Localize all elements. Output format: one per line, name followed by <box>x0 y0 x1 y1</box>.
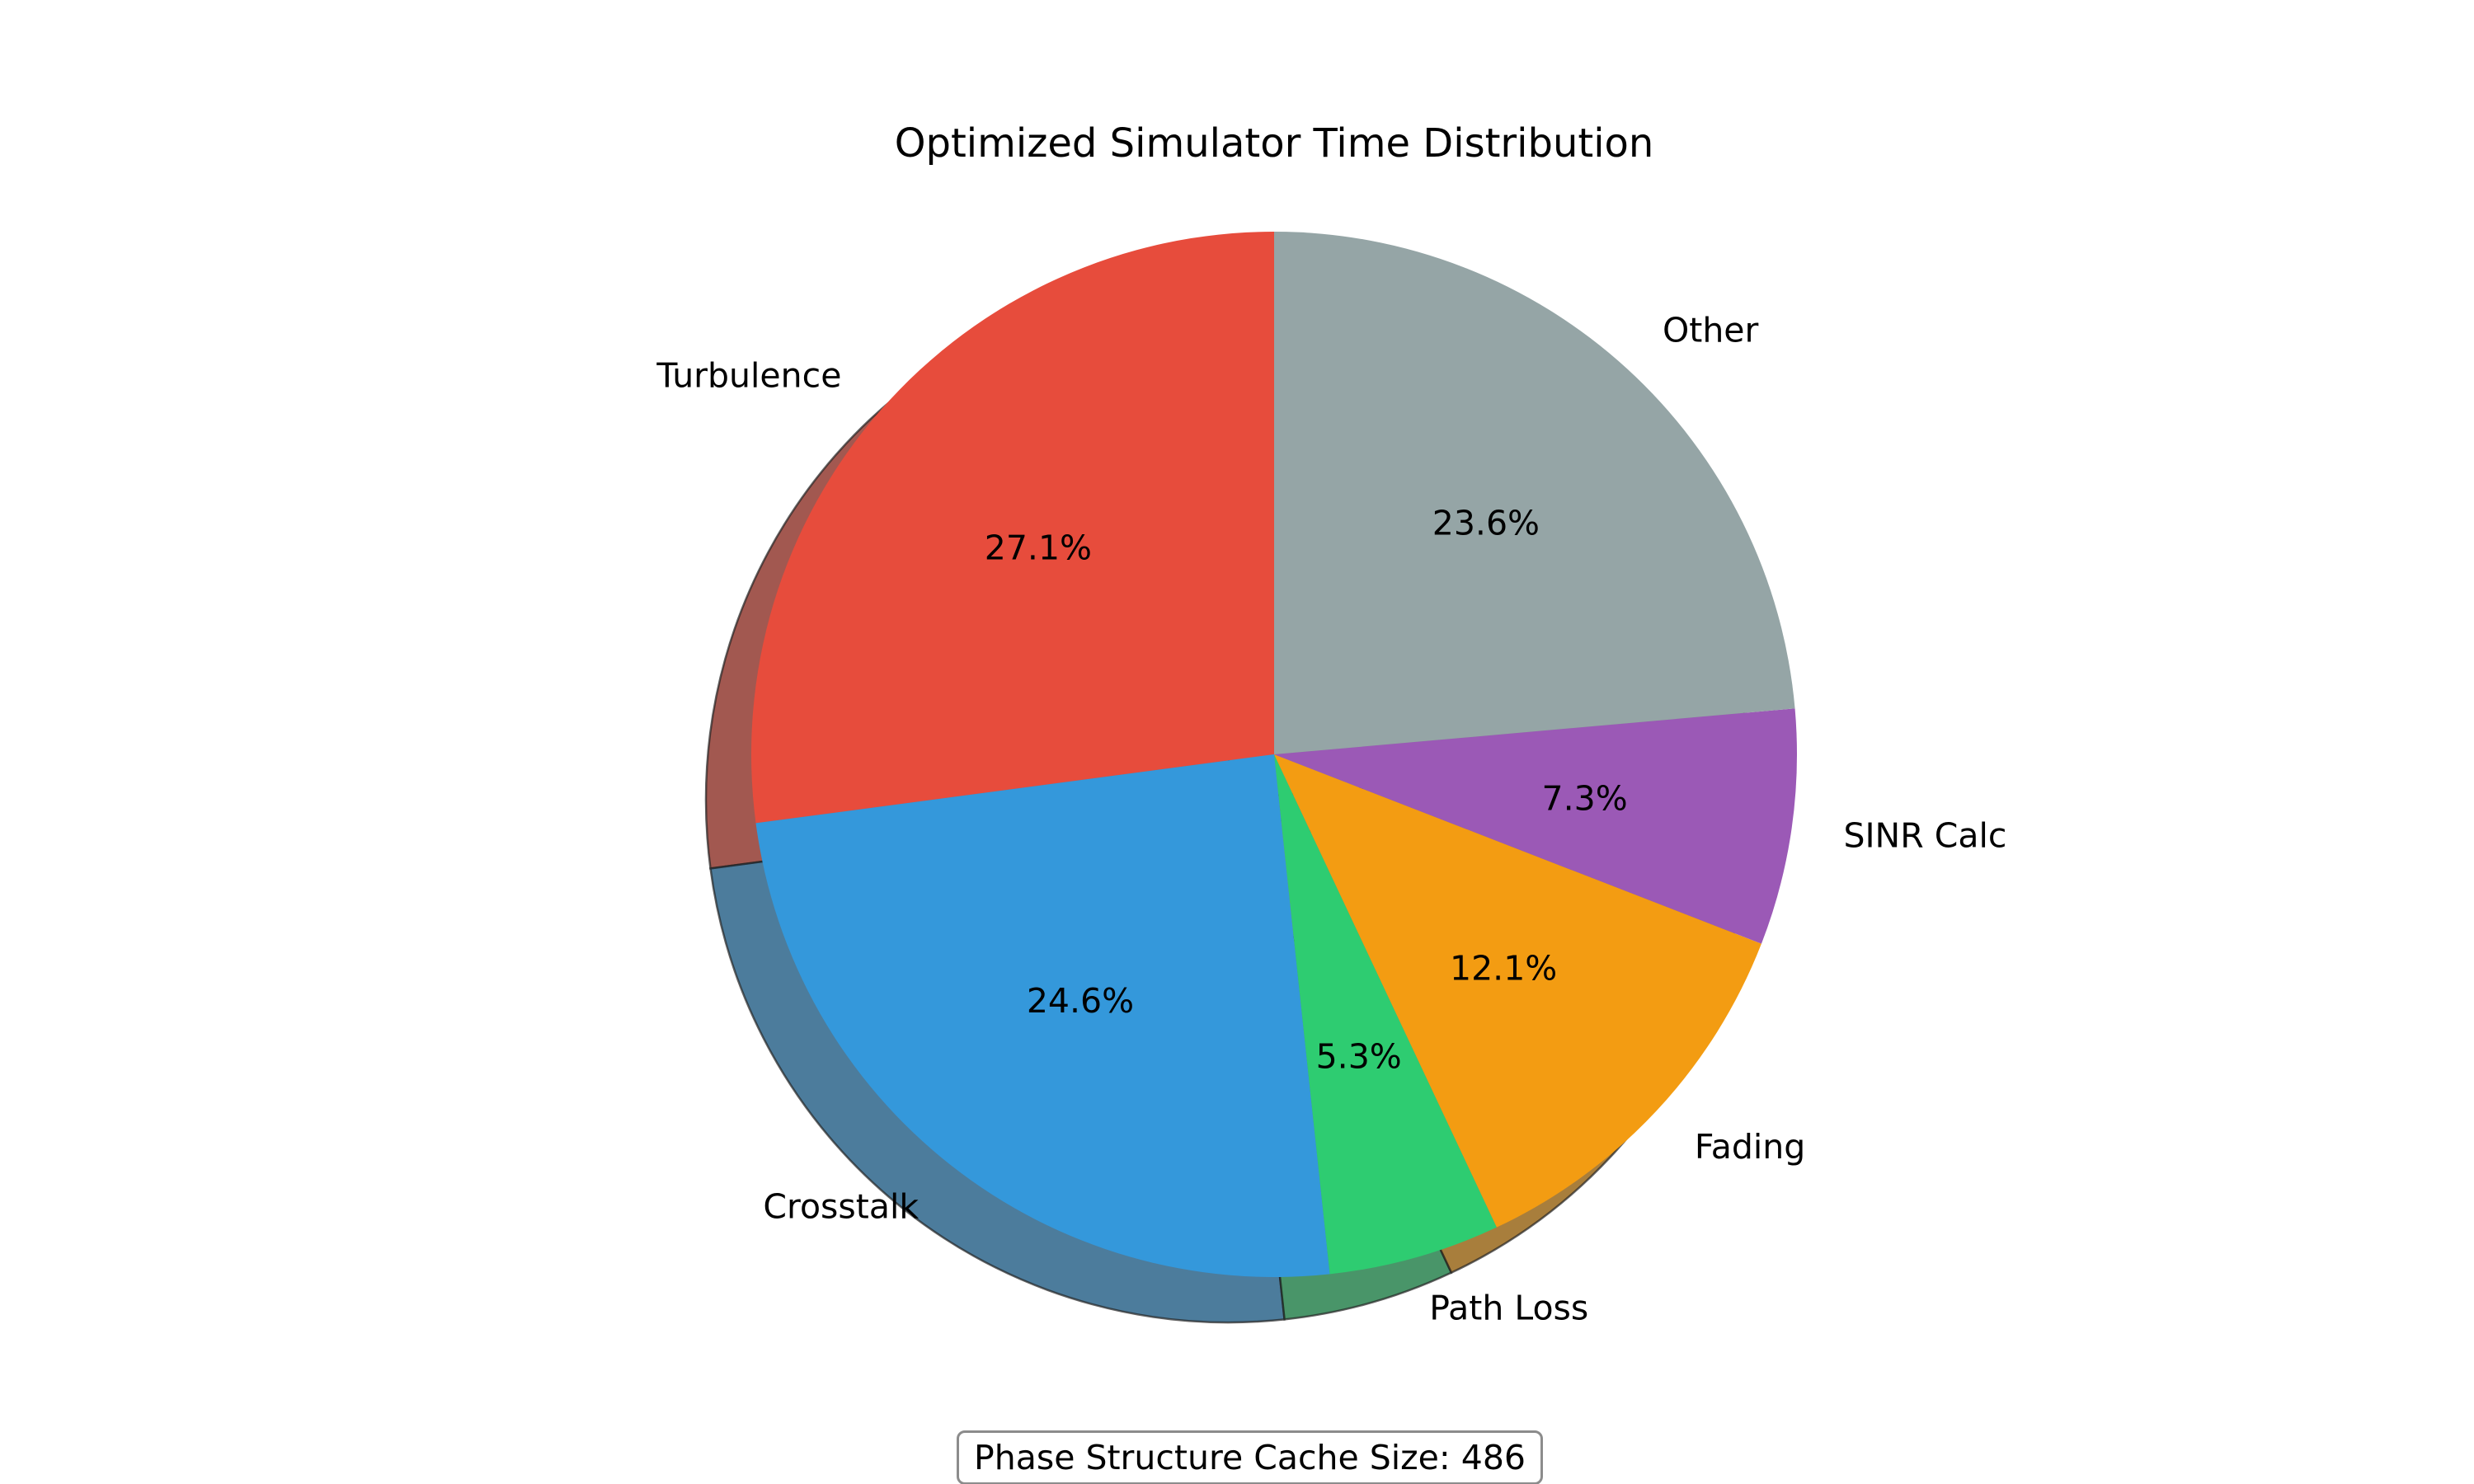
chart-title: Optimized Simulator Time Distribution <box>895 120 1654 167</box>
pct-label-fading: 12.1% <box>1450 949 1557 989</box>
pct-label-other: 23.6% <box>1432 503 1540 542</box>
pct-label-path-loss: 5.3% <box>1316 1036 1402 1076</box>
slice-label-path-loss: Path Loss <box>1429 1289 1588 1328</box>
slice-label-sinr-calc: SINR Calc <box>1843 815 2006 855</box>
slice-turbulence <box>750 232 1274 824</box>
slice-crosstalk <box>755 754 1330 1277</box>
slice-other <box>1274 232 1795 754</box>
pct-label-turbulence: 27.1% <box>985 528 1092 567</box>
slice-path-loss <box>1274 754 1497 1275</box>
slice-label-fading: Fading <box>1695 1127 1805 1167</box>
pie-labels: Turbulence 27.1% Crosstalk 24.6% Path Loss 5.… <box>656 311 2006 1328</box>
slice-fading <box>1274 754 1761 1228</box>
slice-label-other: Other <box>1663 311 1759 350</box>
pct-label-crosstalk: 24.6% <box>1027 981 1134 1021</box>
pct-label-sinr-calc: 7.3% <box>1542 779 1628 819</box>
slice-label-turbulence: Turbulence <box>656 355 841 395</box>
slice-label-crosstalk: Crosstalk <box>763 1186 919 1226</box>
pie-slices <box>750 232 1798 1277</box>
slice-sinr-calc <box>1274 708 1798 944</box>
cache-size-annotation: Phase Structure Cache Size: 486 <box>957 1430 1544 1484</box>
